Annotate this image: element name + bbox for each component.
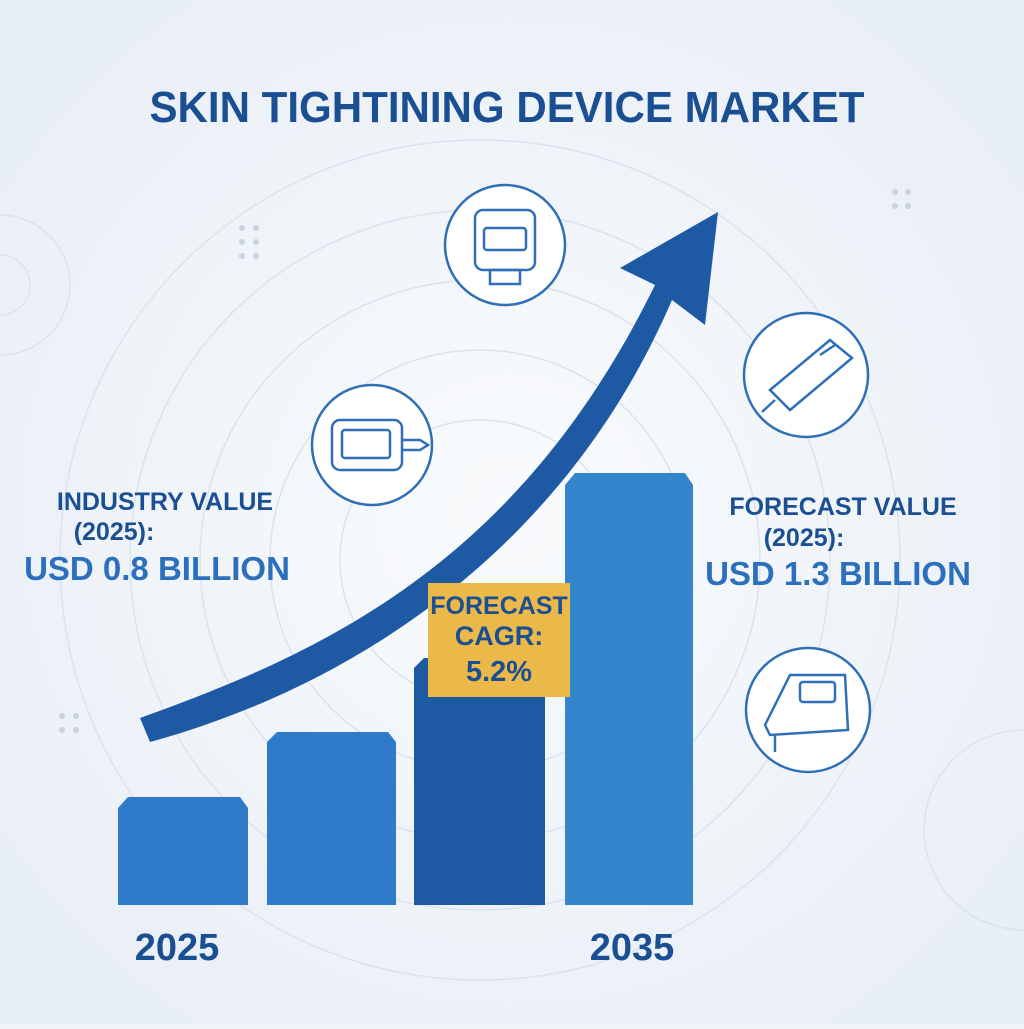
value: 5.2% [466, 656, 532, 688]
decor-dots [59, 189, 911, 733]
label: FORECAST [430, 592, 568, 620]
label: INDUSTRY VALUE [57, 488, 273, 516]
cagr-box: FORECAST CAGR: 5.2% [428, 583, 570, 697]
year-label: 2035 [590, 927, 675, 969]
bars [118, 473, 693, 905]
left-callout: INDUSTRY VALUE (2025): USD 0.8 BILLION [24, 488, 290, 587]
year-label: 2025 [135, 927, 220, 969]
value: USD 1.3 BILLION [705, 555, 971, 592]
value: USD 0.8 BILLION [24, 550, 290, 587]
label: (2025): [764, 524, 845, 552]
label: FORECAST VALUE [729, 493, 956, 521]
growth-arrow [140, 212, 718, 742]
right-callout: FORECAST VALUE (2025): USD 1.3 BILLION [705, 493, 971, 592]
box [428, 583, 570, 697]
device-icons [310, 183, 872, 774]
label: CAGR: [455, 621, 544, 651]
title: SKIN TIGHTINING DEVICE MARKET [150, 83, 865, 132]
label: (2025): [74, 518, 155, 546]
